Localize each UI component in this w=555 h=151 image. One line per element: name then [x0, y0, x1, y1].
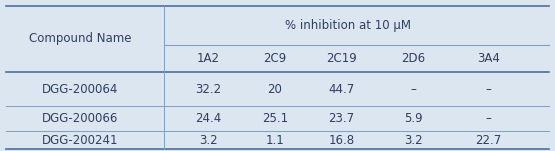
Text: 5.9: 5.9 — [404, 112, 423, 125]
Text: 1.1: 1.1 — [265, 133, 284, 147]
Text: DGG-200066: DGG-200066 — [42, 112, 119, 125]
Text: 20: 20 — [268, 83, 282, 96]
Text: % inhibition at 10 μM: % inhibition at 10 μM — [285, 19, 411, 32]
Text: 22.7: 22.7 — [475, 133, 502, 147]
Text: 2C9: 2C9 — [263, 52, 286, 65]
Text: 3.2: 3.2 — [404, 133, 423, 147]
Text: 1A2: 1A2 — [196, 52, 220, 65]
Text: Compound Name: Compound Name — [29, 32, 132, 45]
Text: 2D6: 2D6 — [401, 52, 426, 65]
Text: 3.2: 3.2 — [199, 133, 218, 147]
Text: 16.8: 16.8 — [328, 133, 355, 147]
Text: 32.2: 32.2 — [195, 83, 221, 96]
Text: –: – — [486, 83, 491, 96]
Text: 25.1: 25.1 — [261, 112, 288, 125]
Text: –: – — [486, 112, 491, 125]
Text: –: – — [411, 83, 416, 96]
Text: 2C19: 2C19 — [326, 52, 357, 65]
Text: 3A4: 3A4 — [477, 52, 500, 65]
Text: 44.7: 44.7 — [328, 83, 355, 96]
Text: 23.7: 23.7 — [328, 112, 355, 125]
Text: DGG-200241: DGG-200241 — [42, 133, 119, 147]
Text: DGG-200064: DGG-200064 — [42, 83, 119, 96]
Text: 24.4: 24.4 — [195, 112, 221, 125]
